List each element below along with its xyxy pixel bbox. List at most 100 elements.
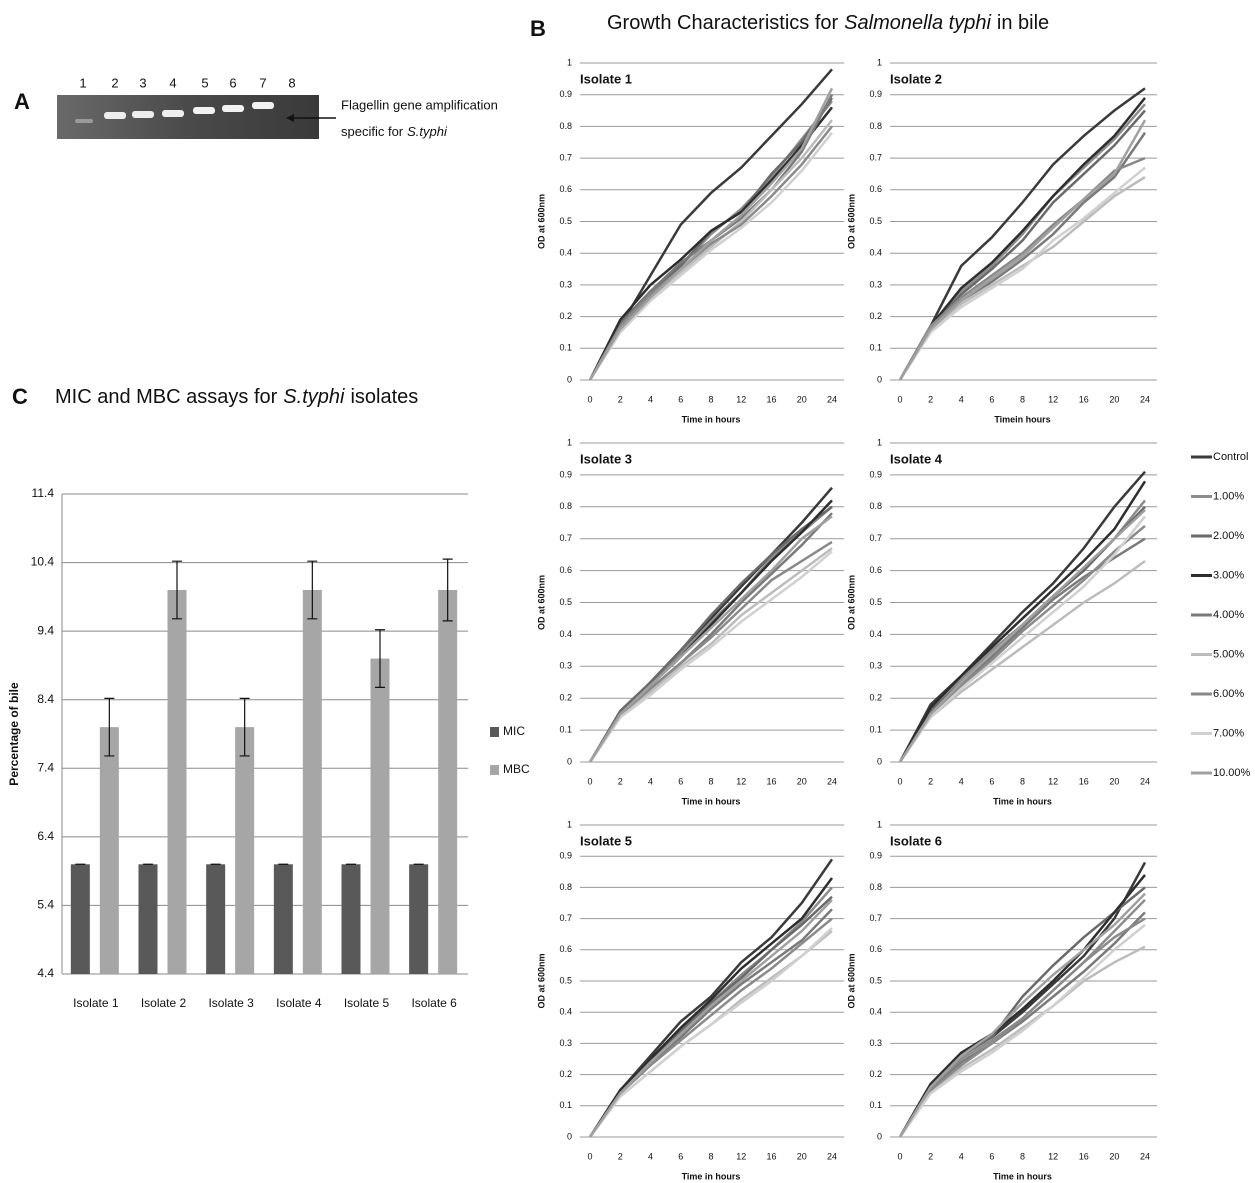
- y-tick-label: 0.5: [869, 216, 882, 226]
- y-tick-label: 0.2: [869, 693, 882, 703]
- growth-title: Growth Characteristics forSalmonella typ…: [607, 12, 1049, 34]
- legend-label: 1.00%: [1213, 490, 1244, 502]
- x-tick-label: 8: [1020, 776, 1025, 786]
- x-tick-label: 8: [1020, 394, 1025, 404]
- y-tick-label: 0.1: [869, 724, 882, 734]
- y-tick-label: 0.5: [559, 975, 572, 985]
- bar-title: MIC and MBC assays for: [55, 386, 278, 408]
- y-tick-label: 0: [877, 374, 882, 384]
- bar-title: isolates: [350, 386, 418, 408]
- chart-title: Isolate 6: [890, 833, 942, 848]
- y-tick-label: 0.4: [559, 248, 572, 258]
- x-tick-label: 6: [989, 776, 994, 786]
- y-tick-label: 0.4: [869, 629, 882, 639]
- series-line: [900, 912, 1145, 1137]
- y-axis-title: OD at 600nm: [536, 194, 546, 249]
- x-axis-title: Time in hours: [682, 1171, 741, 1181]
- lane-number: 1: [79, 75, 86, 90]
- y-tick-label: 0.6: [559, 565, 572, 575]
- series-line: [900, 516, 1145, 762]
- x-tick-label: 2: [618, 1151, 623, 1161]
- panel-label: B: [530, 16, 546, 41]
- y-axis-title: OD at 600nm: [846, 575, 856, 630]
- x-tick-label: 4: [959, 1151, 964, 1161]
- y-tick-label: 0.8: [869, 501, 882, 511]
- y-tick-label: 0.7: [559, 152, 572, 162]
- y-tick-label: 7.4: [37, 760, 54, 774]
- x-tick-label: 20: [797, 1151, 807, 1161]
- series-line: [590, 95, 832, 380]
- x-tick-label: 24: [827, 776, 837, 786]
- x-tick-label: Isolate 6: [411, 996, 457, 1010]
- x-tick-label: 8: [708, 776, 713, 786]
- x-tick-label: 12: [1048, 1151, 1058, 1161]
- y-axis-title: OD at 600nm: [846, 953, 856, 1008]
- series-line: [900, 539, 1145, 762]
- legend-label: 10.00%: [1213, 767, 1251, 779]
- y-tick-label: 0.4: [559, 1007, 572, 1017]
- y-tick-label: 8.4: [37, 692, 54, 706]
- y-tick-label: 0.5: [559, 597, 572, 607]
- y-tick-label: 0.4: [869, 248, 882, 258]
- gel-annotation: specific forS.typhi: [341, 124, 448, 139]
- x-tick-label: 6: [678, 394, 683, 404]
- y-tick-label: 0.9: [869, 89, 882, 99]
- x-tick-label: 20: [797, 394, 807, 404]
- y-tick-label: 0.5: [869, 597, 882, 607]
- y-tick-label: 0.8: [559, 501, 572, 511]
- x-tick-label: Isolate 4: [276, 996, 322, 1010]
- bar: [274, 864, 293, 974]
- x-tick-label: 6: [678, 1151, 683, 1161]
- bar: [342, 864, 361, 974]
- x-tick-label: 2: [618, 776, 623, 786]
- y-tick-label: 0.2: [869, 311, 882, 321]
- gel-annotation: Flagellin gene amplification: [341, 97, 498, 112]
- x-tick-label: 0: [897, 394, 902, 404]
- series-line: [900, 120, 1145, 380]
- y-tick-label: 0.4: [559, 629, 572, 639]
- lane-number: 7: [259, 75, 266, 90]
- legend-swatch: [490, 727, 499, 737]
- x-tick-label: 4: [959, 776, 964, 786]
- y-tick-label: 0.7: [869, 152, 882, 162]
- bar: [409, 864, 428, 974]
- y-tick-label: 0.9: [869, 851, 882, 861]
- chart-title: Isolate 3: [580, 451, 632, 466]
- y-tick-label: 0.9: [559, 469, 572, 479]
- y-tick-label: 1: [877, 819, 882, 829]
- lane-number: 2: [111, 75, 118, 90]
- y-tick-label: 1: [877, 437, 882, 447]
- lane-number: 3: [139, 75, 146, 90]
- x-tick-label: 2: [928, 1151, 933, 1161]
- y-axis-title: OD at 600nm: [846, 194, 856, 249]
- x-tick-label: 16: [766, 1151, 776, 1161]
- x-tick-label: 20: [1109, 394, 1119, 404]
- y-tick-label: 9.4: [37, 623, 54, 637]
- y-tick-label: 0.6: [559, 944, 572, 954]
- lane-number: 8: [288, 75, 295, 90]
- y-tick-label: 10.4: [31, 555, 55, 569]
- legend-label: 2.00%: [1213, 530, 1244, 542]
- bar: [371, 659, 390, 974]
- series-line: [590, 919, 832, 1137]
- y-axis-title: Percentage of bile: [7, 682, 21, 786]
- x-tick-label: Isolate 5: [344, 996, 390, 1010]
- y-tick-label: 0.6: [559, 184, 572, 194]
- y-tick-label: 0.8: [869, 882, 882, 892]
- chart-title: Isolate 2: [890, 71, 942, 86]
- y-tick-label: 0.9: [559, 851, 572, 861]
- y-tick-label: 0.1: [559, 343, 572, 353]
- y-tick-label: 0.1: [869, 1100, 882, 1110]
- y-tick-label: 1: [567, 437, 572, 447]
- y-tick-label: 0.6: [869, 944, 882, 954]
- y-tick-label: 0.4: [869, 1007, 882, 1017]
- y-tick-label: 1: [567, 819, 572, 829]
- bar-title-species: S.typhi: [283, 386, 345, 408]
- y-tick-label: 4.4: [37, 966, 54, 980]
- legend-label: 5.00%: [1213, 648, 1244, 660]
- figure: A B C Flagellin gene amplification speci…: [0, 0, 1255, 1183]
- y-tick-label: 0.7: [869, 533, 882, 543]
- series-line: [900, 862, 1145, 1137]
- y-tick-label: 0.9: [559, 89, 572, 99]
- y-tick-label: 0.7: [559, 533, 572, 543]
